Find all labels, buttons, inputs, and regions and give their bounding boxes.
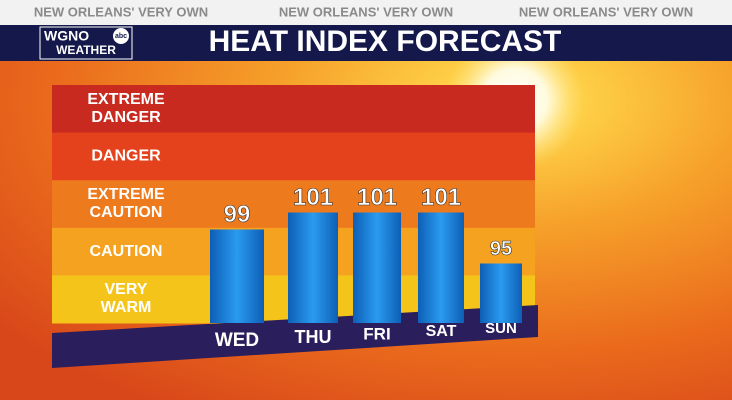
logo-label: WEATHER — [56, 43, 116, 57]
x-tick-label: SUN — [485, 320, 517, 337]
tagline: NEW ORLEANS' VERY OWN — [34, 4, 208, 19]
value-label: 99 — [224, 201, 251, 228]
zone-label: EXTREME CAUTION — [87, 186, 165, 221]
zone-label: EXTREME DANGER — [87, 91, 165, 126]
zone-band — [52, 85, 535, 134]
x-tick-label: SAT — [426, 323, 457, 340]
zone-label: DANGER — [91, 148, 161, 165]
chart-base — [52, 305, 538, 368]
logo-network-badge — [113, 28, 129, 44]
plot: EXTREME DANGER DANGER EXTREME CAUTION CAUTION… — [52, 85, 538, 368]
bar — [353, 212, 401, 323]
x-tick-label: WED — [215, 330, 259, 351]
zone-label: VERY WARM — [101, 281, 152, 316]
bar — [210, 229, 264, 323]
zone-label: CAUTION — [90, 243, 163, 260]
tagline: NEW ORLEANS' VERY OWN — [279, 4, 453, 19]
value-label: 101 — [293, 184, 333, 211]
zone-band — [52, 132, 535, 181]
logo-network: abc — [115, 33, 127, 40]
chart-title: HEAT INDEX FORECAST — [209, 25, 562, 58]
x-tick-label: THU — [295, 327, 332, 347]
x-tick-label: FRI — [363, 324, 390, 343]
logo-call-sign: WGNO — [44, 28, 89, 44]
tagline: NEW ORLEANS' VERY OWN — [519, 4, 693, 19]
tagline-strip — [0, 0, 732, 25]
value-label: 101 — [357, 184, 397, 211]
bar — [288, 212, 338, 323]
bar — [480, 263, 522, 323]
value-label: 95 — [490, 238, 512, 260]
bar — [418, 212, 464, 323]
value-label: 101 — [421, 184, 461, 211]
